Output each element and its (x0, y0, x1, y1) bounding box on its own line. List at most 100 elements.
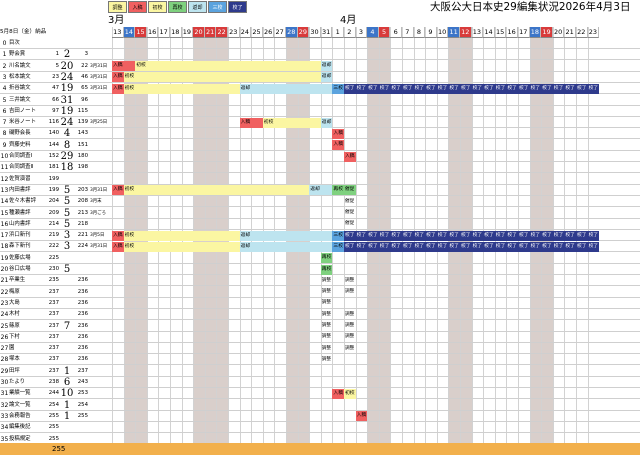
row-number: 19 (0, 254, 9, 262)
table-row[interactable]: 18 森下新刊 222 3 224 3月31日 (0, 241, 640, 253)
row-start-page: 237 (48, 299, 59, 306)
status-cell-saiko: 再校 (332, 185, 356, 196)
status-cell-koryo: 校了 (541, 241, 553, 252)
table-row[interactable]: 2 川名論文 5 20 22 3月31日 (0, 61, 640, 72)
table-row[interactable]: 33 会務報告 255 1 255 (0, 411, 640, 422)
table-row[interactable]: 17 浜口新刊 219 3 221 3月5日 (0, 230, 640, 242)
status-tag-chosei: 調整 (345, 277, 355, 283)
table-row[interactable]: 4 折谷論文 47 19 65 3月31日 (0, 83, 640, 95)
table-row[interactable]: 32 論文一覧 254 1 254 (0, 400, 640, 411)
row-end-page: 22 (81, 62, 88, 69)
row-title: 種瀬書評 (9, 209, 31, 216)
table-row[interactable]: 6 吉田ノート 97 19 115 (0, 106, 640, 117)
row-number: 6 (2, 107, 7, 115)
status-cell-nyuko: 入稿 (344, 151, 356, 162)
row-end-page: 254 (77, 401, 88, 408)
row-end-page: 198 (77, 164, 88, 171)
status-cell-shoko: 初校 (123, 241, 240, 252)
table-row[interactable]: 3 松本論文 23 24 46 3月31日 (0, 72, 640, 83)
status-cell-koryo: 校了 (564, 83, 576, 94)
table-row[interactable]: 8 磯野会長 140 4 143 (0, 128, 640, 140)
row-number: 0 (2, 40, 7, 47)
table-row[interactable]: 21 卒業生 235 236 (0, 275, 640, 287)
row-number: 11 (0, 164, 9, 172)
table-row[interactable]: 29 田坪 237 1 237 (0, 366, 640, 377)
table-row[interactable]: 28 塚本 237 236 (0, 354, 640, 366)
status-cell-koryo: 校了 (436, 83, 449, 94)
table-row[interactable]: 14 佐々木書評 204 5 208 3月末 (0, 196, 640, 208)
table-row[interactable]: 12 佐賀演習 199 (0, 174, 640, 185)
status-tag-chosei: 調整 (321, 300, 331, 306)
table-row[interactable]: 22 梅原 237 236 (0, 287, 640, 298)
row-title: 米谷ノート (9, 119, 36, 126)
status-cell-koryo: 校了 (494, 230, 507, 241)
status-cell-koryo: 校了 (587, 83, 600, 94)
status-cell-koryo: 校了 (529, 83, 542, 94)
row-end-page: 255 (77, 412, 88, 419)
day-header-cell: 19 (541, 27, 553, 38)
status-cell-koryo: 校了 (518, 83, 530, 94)
table-row[interactable]: 25 篠原 237 7 236 (0, 321, 640, 332)
row-title: 田坪 (9, 367, 20, 374)
day-header-cell: 3 (355, 27, 368, 38)
day-header-cell: 25 (251, 27, 263, 38)
status-cell-sanko: 三校 (332, 83, 344, 94)
row-number: 10 (0, 153, 9, 160)
status-cell-koryo: 校了 (518, 241, 530, 252)
table-row[interactable]: 19 佐藤広場 225 (0, 253, 640, 264)
row-end-page: 65 (81, 85, 88, 92)
day-header-cell: 14 (123, 27, 136, 38)
table-row[interactable]: 24 木村 237 236 (0, 309, 640, 321)
status-tag-chosei: 調整 (321, 323, 331, 328)
table-row[interactable]: 7 米谷ノート 116 24 139 3月25日 (0, 117, 640, 129)
status-cell-koryo: 校了 (413, 83, 426, 94)
page-title: 大阪公大日本史29編集状況2026年4月3日 (430, 1, 631, 13)
day-header-cell: 26 (262, 27, 275, 38)
status-cell-nyuko: 入稿 (112, 230, 124, 241)
status-cell-koryo: 校了 (413, 230, 426, 241)
day-header-cell: 31 (320, 27, 333, 38)
table-row[interactable]: 9 齊藤史料 144 8 151 (0, 140, 640, 151)
status-cell-koryo: 校了 (390, 241, 402, 252)
table-row[interactable]: 27 園 237 236 (0, 343, 640, 355)
table-row[interactable]: 13 内田書評 199 5 203 3月31日 (0, 185, 640, 196)
day-header-cell: 16 (146, 27, 159, 38)
day-header-cell: 23 (587, 27, 600, 38)
status-tag-saisoku: 催促 (345, 187, 355, 193)
table-row[interactable]: 31 業績一覧 244 10 253 (0, 388, 640, 400)
row-end-page: 218 (77, 220, 88, 227)
status-cell-koryo: 校了 (529, 241, 542, 252)
table-row[interactable]: 16 山内書評 214 5 218 (0, 219, 640, 230)
table-row[interactable]: 30 たより 238 6 243 (0, 377, 640, 388)
status-cell-koryo: 校了 (529, 230, 542, 241)
legend-chip: 校了 (228, 1, 247, 13)
table-row[interactable]: 0 目次 (0, 38, 640, 49)
status-cell-koryo: 校了 (390, 230, 402, 241)
table-row[interactable]: 23 大島 237 236 (0, 298, 640, 309)
table-row[interactable]: 5 三井論文 66 31 96 (0, 95, 640, 106)
status-cell-koryo: 校了 (425, 241, 437, 252)
legend-chip: 調整 (108, 1, 127, 13)
status-tag-chosei: 調整 (321, 356, 331, 362)
table-row[interactable]: 34 編集後記 255 (0, 422, 640, 434)
table-row[interactable]: 20 谷口広場 230 5 (0, 264, 640, 275)
status-cell-koryo: 校了 (564, 230, 576, 241)
day-header-cell: 18 (529, 27, 542, 38)
status-cell-koryo: 校了 (436, 230, 449, 241)
day-header-cell: 5 (378, 27, 391, 38)
row-page-count: 3 (63, 241, 71, 253)
status-cell-koryo: 校了 (552, 241, 565, 252)
table-row[interactable]: 26 下村 237 236 (0, 332, 640, 343)
table-row[interactable]: 15 種瀬書評 209 5 213 3月ごろ (0, 208, 640, 219)
table-row[interactable]: 10 合同調査Ⅰ 152 29 180 (0, 151, 640, 162)
row-start-page: 219 (48, 232, 59, 239)
row-start-page: 237 (48, 367, 59, 374)
row-start-page: 255 (48, 435, 59, 442)
status-tag-chosei: 調整 (321, 277, 331, 283)
row-title: 野会賞 (9, 51, 26, 58)
row-end-page: 180 (77, 153, 88, 159)
row-end-page: 208 (77, 198, 88, 205)
day-header-cell: 29 (297, 27, 310, 38)
table-row[interactable]: 11 合同調査Ⅱ 181 18 198 (0, 162, 640, 174)
table-row[interactable]: 1 野会賞 1 2 3 (0, 49, 640, 61)
